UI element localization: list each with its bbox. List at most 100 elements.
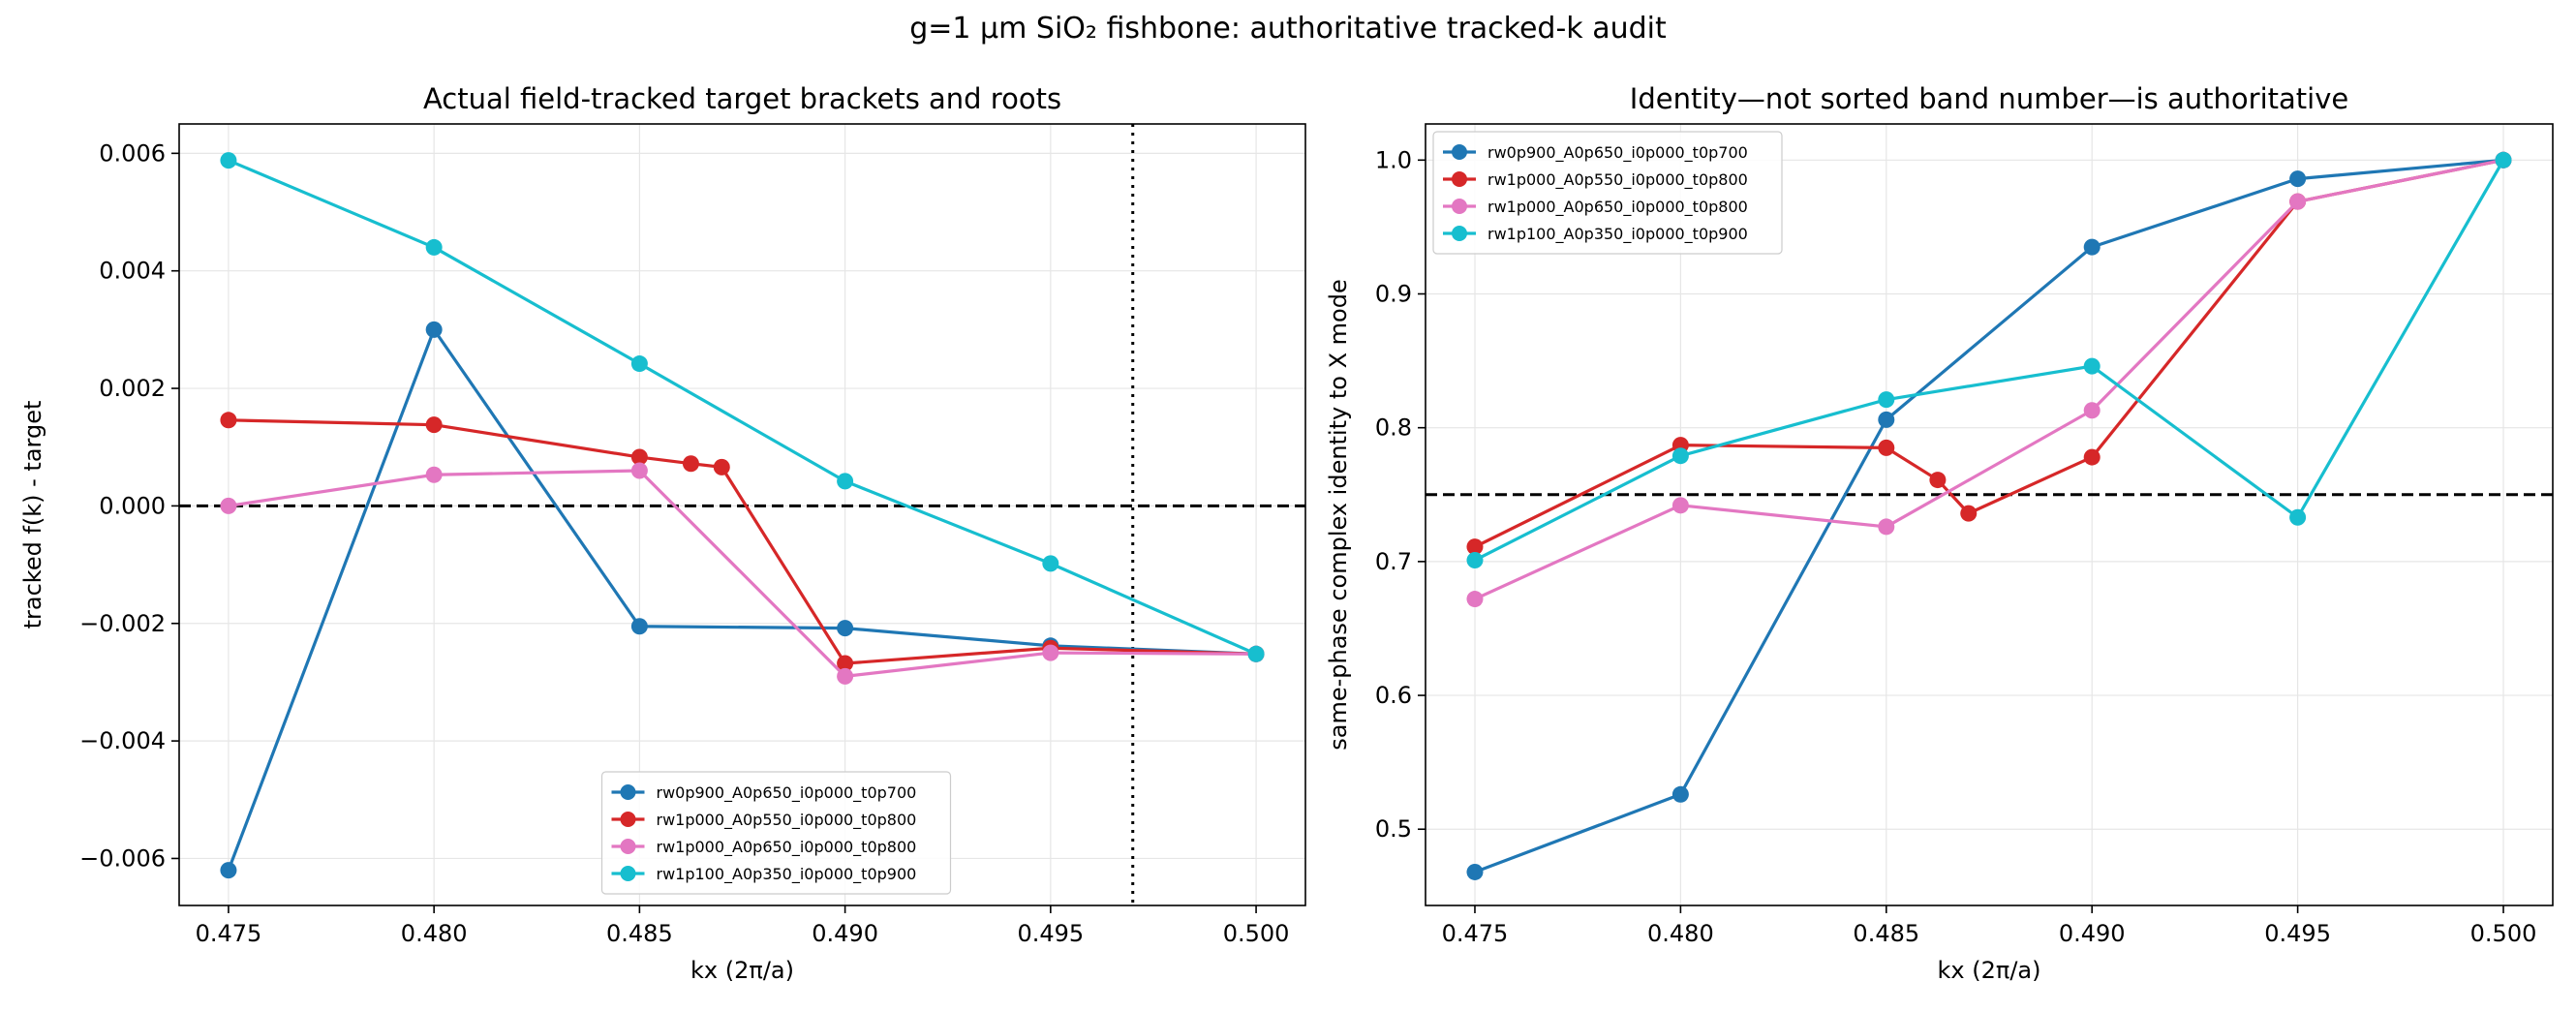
- right-series-0-point-1: [1671, 785, 1689, 803]
- right-legend-label-1: rw1p000_A0p550_i0p000_t0p800: [1487, 170, 1748, 190]
- left-legend-label-0: rw0p900_A0p650_i0p000_t0p700: [657, 783, 917, 803]
- left-series-line-0: [227, 327, 1257, 872]
- right-legend: rw0p900_A0p650_i0p000_t0p700 rw1p000_A0p5…: [1432, 131, 1783, 255]
- left-ytick-label-0: −0.006: [79, 844, 166, 872]
- left-series-2-point-0: [220, 497, 237, 514]
- left-axes-frame: [178, 123, 1306, 906]
- left-series-2-point-4: [1042, 644, 1059, 661]
- right-series-1-point-4: [1960, 505, 1978, 522]
- right-series-3-point-0: [1466, 551, 1484, 568]
- right-ytick-label-4: 0.9: [1375, 280, 1412, 307]
- left-legend: rw0p900_A0p650_i0p000_t0p700 rw1p000_A0p5…: [600, 771, 952, 895]
- right-series-1-point-3: [1929, 472, 1947, 489]
- right-xtick-label-4: 0.495: [2264, 920, 2331, 947]
- right-series-2-point-3: [2083, 402, 2101, 419]
- right-y-axis-label: same-phase complex identity to X mode: [1325, 279, 1352, 750]
- left-x-axis-label: kx (2π/a): [690, 957, 794, 984]
- left-ytick-label-6: 0.006: [99, 139, 166, 167]
- figure-suptitle: g=1 µm SiO₂ fishbone: authoritative trac…: [909, 12, 1667, 46]
- left-xtick-label-4: 0.495: [1017, 920, 1084, 947]
- left-series-1-point-5: [837, 655, 854, 672]
- right-series-3-point-5: [2495, 151, 2512, 169]
- right-ytick-label-2: 0.7: [1375, 548, 1412, 575]
- left-xtick-label-3: 0.490: [812, 920, 878, 947]
- right-series-2-point-4: [2289, 193, 2307, 210]
- left-series-2-point-1: [425, 466, 443, 483]
- right-xtick-label-5: 0.500: [2470, 920, 2537, 947]
- right-series-3-point-2: [1878, 391, 1895, 409]
- left-series-1-point-4: [713, 458, 730, 475]
- right-series-1-point-5: [2083, 448, 2101, 466]
- left-series-line-3: [228, 159, 1257, 656]
- left-xtick-label-5: 0.500: [1223, 920, 1290, 947]
- left-series-3-point-0: [220, 152, 237, 169]
- right-axes-frame: [1425, 123, 2554, 906]
- right-legend-marker-1: [1452, 171, 1467, 187]
- left-xtick-label-0: 0.475: [196, 920, 262, 947]
- left-series-0-point-0: [220, 862, 237, 879]
- left-ytick-label-3: 0.000: [99, 492, 166, 519]
- right-legend-box: [1432, 131, 1783, 255]
- left-legend-marker-2: [620, 839, 636, 854]
- right-series-2-point-2: [1878, 518, 1895, 536]
- left-series-3-point-3: [837, 473, 854, 490]
- right-legend-marker-2: [1452, 199, 1467, 214]
- right-series-2-point-0: [1466, 591, 1484, 608]
- chart-left-panel: 0.475 0.480 0.485 0.490 0.495 0.500 −0.006 −0.0…: [19, 82, 1306, 984]
- right-series-1-point-2: [1878, 439, 1895, 456]
- left-series-0-point-1: [425, 321, 443, 338]
- left-series-line-1: [228, 418, 1257, 665]
- right-series-3-point-3: [2083, 357, 2101, 375]
- left-series-2-point-2: [630, 462, 648, 479]
- right-legend-marker-3: [1452, 226, 1467, 241]
- right-series-2-point-1: [1671, 497, 1689, 514]
- left-legend-marker-0: [620, 784, 636, 800]
- right-series-3-point-4: [2289, 508, 2307, 526]
- right-legend-label-0: rw0p900_A0p650_i0p000_t0p700: [1487, 143, 1748, 163]
- right-xtick-label-2: 0.485: [1853, 920, 1919, 947]
- right-legend-marker-0: [1452, 144, 1467, 160]
- left-legend-label-2: rw1p000_A0p650_i0p000_t0p800: [657, 838, 917, 857]
- right-series-0-point-3: [2083, 238, 2101, 256]
- chart-right-panel: 0.475 0.480 0.485 0.490 0.495 0.500 0.5 0.6 0.7 0…: [1325, 82, 2554, 984]
- left-legend-box: [600, 771, 952, 895]
- right-series-0-point-2: [1878, 411, 1895, 428]
- left-series-1-point-2: [630, 448, 648, 466]
- left-series-2-point-3: [837, 667, 854, 685]
- left-legend-label-3: rw1p100_A0p350_i0p000_t0p900: [657, 865, 917, 884]
- right-series-line-0: [1474, 158, 2504, 874]
- left-legend-marker-3: [620, 866, 636, 881]
- left-series-3-point-1: [425, 238, 443, 256]
- right-ytick-label-5: 1.0: [1375, 146, 1412, 173]
- right-series-1-point-0: [1466, 538, 1484, 556]
- right-xtick-label-0: 0.475: [1442, 920, 1509, 947]
- right-ytick-label-3: 0.8: [1375, 414, 1412, 442]
- right-xtick-label-1: 0.480: [1647, 920, 1714, 947]
- right-series-0-point-0: [1466, 863, 1484, 880]
- right-x-axis-label: kx (2π/a): [1938, 957, 2041, 984]
- left-series-0-point-3: [837, 620, 854, 637]
- left-ytick-label-1: −0.004: [79, 727, 166, 754]
- left-series-1-point-0: [220, 412, 237, 429]
- left-series-1-point-1: [425, 416, 443, 434]
- right-xtick-label-3: 0.490: [2059, 920, 2126, 947]
- left-ytick-label-2: −0.002: [79, 610, 166, 637]
- left-series-3-point-4: [1042, 555, 1059, 572]
- left-ytick-label-5: 0.004: [99, 258, 166, 285]
- left-series-1-point-3: [682, 455, 699, 473]
- left-xtick-label-2: 0.485: [606, 920, 673, 947]
- left-y-axis-label: tracked f(k) - target: [19, 401, 46, 629]
- right-series-3-point-1: [1671, 447, 1689, 465]
- right-ytick-label-1: 0.6: [1375, 682, 1412, 709]
- left-legend-label-1: rw1p000_A0p550_i0p000_t0p800: [657, 811, 917, 830]
- left-series-3-point-2: [630, 355, 648, 373]
- right-chart-title: Identity—not sorted band number—is autho…: [1630, 82, 2348, 115]
- right-ytick-label-0: 0.5: [1375, 815, 1412, 843]
- left-series-line-2: [228, 469, 1257, 678]
- left-series-0-point-2: [630, 618, 648, 635]
- right-series-line-2: [1474, 158, 2504, 601]
- right-series-0-point-4: [2289, 170, 2307, 188]
- right-legend-label-2: rw1p000_A0p650_i0p000_t0p800: [1487, 198, 1748, 217]
- left-ytick-label-4: 0.002: [99, 375, 166, 402]
